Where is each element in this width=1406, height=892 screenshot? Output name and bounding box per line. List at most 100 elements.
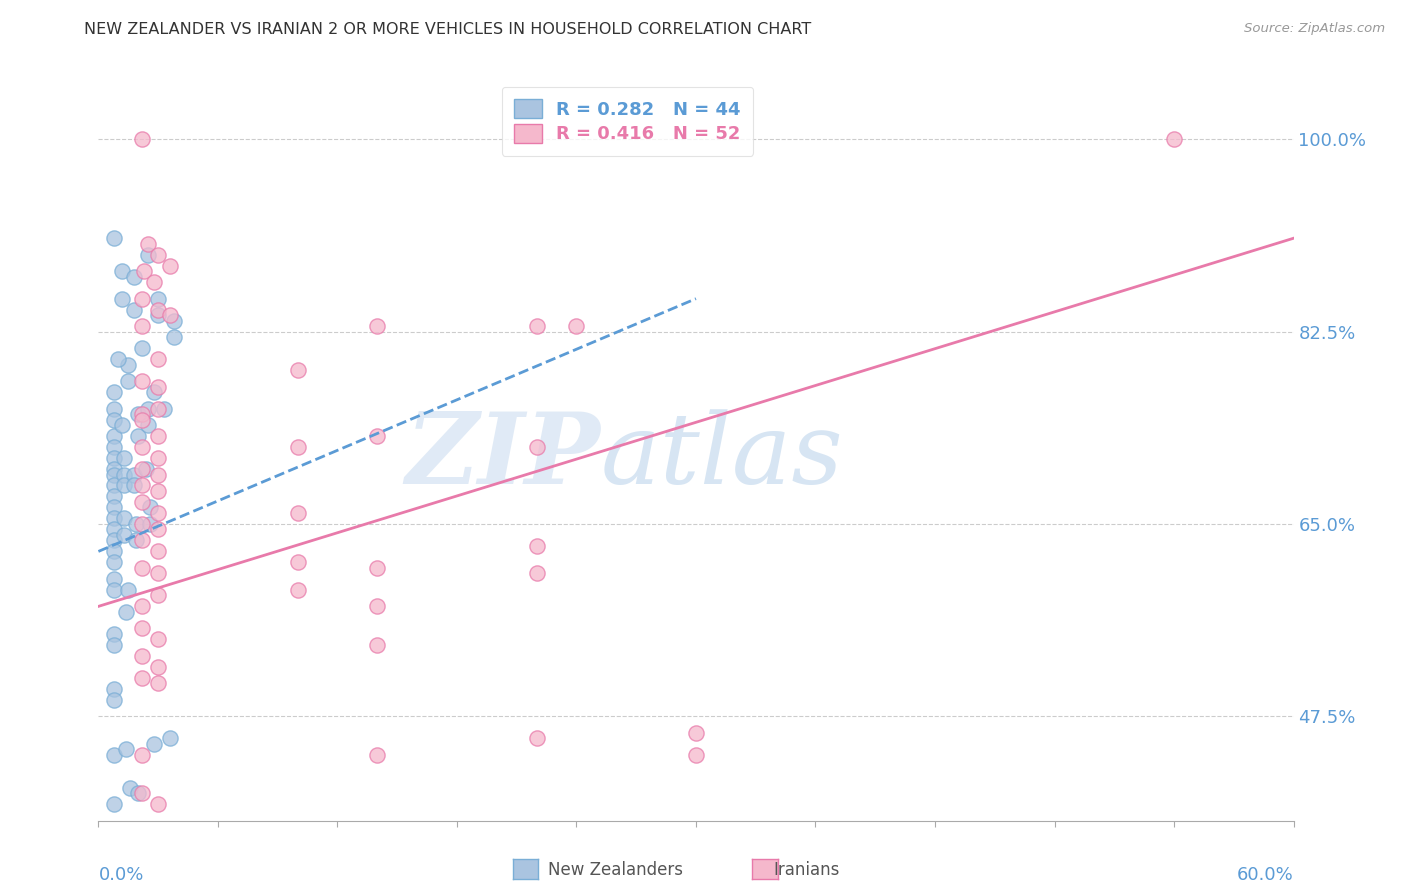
Point bbox=[131, 516, 153, 531]
Point bbox=[287, 582, 309, 597]
Point bbox=[148, 506, 170, 520]
Point bbox=[131, 412, 153, 426]
Point bbox=[131, 495, 153, 509]
Point bbox=[112, 511, 135, 525]
Point bbox=[103, 429, 125, 443]
Point bbox=[103, 747, 125, 762]
Point bbox=[131, 407, 153, 421]
Point bbox=[148, 676, 170, 690]
Point bbox=[103, 490, 125, 504]
Point bbox=[131, 374, 153, 388]
Point bbox=[163, 330, 186, 344]
Point bbox=[112, 478, 135, 492]
Point bbox=[148, 401, 170, 416]
Point bbox=[366, 429, 388, 443]
Point bbox=[103, 692, 125, 706]
Point bbox=[526, 440, 548, 454]
Point bbox=[366, 638, 388, 652]
Point bbox=[565, 319, 588, 334]
Point bbox=[117, 358, 139, 372]
Point bbox=[103, 582, 125, 597]
Point bbox=[103, 401, 125, 416]
Point bbox=[148, 523, 170, 537]
Point bbox=[103, 638, 125, 652]
Point bbox=[103, 231, 125, 245]
Point bbox=[124, 467, 146, 482]
Point bbox=[148, 379, 170, 393]
Point bbox=[125, 516, 148, 531]
Point bbox=[148, 467, 170, 482]
Point bbox=[143, 275, 166, 289]
Point bbox=[125, 533, 148, 548]
Point bbox=[103, 467, 125, 482]
Point bbox=[148, 429, 170, 443]
Point bbox=[131, 319, 153, 334]
Point bbox=[103, 797, 125, 812]
Point bbox=[1163, 132, 1185, 146]
Point bbox=[159, 259, 181, 273]
Point bbox=[103, 556, 125, 570]
Point bbox=[366, 599, 388, 614]
Point bbox=[526, 319, 548, 334]
Text: 60.0%: 60.0% bbox=[1237, 866, 1294, 884]
Point bbox=[103, 462, 125, 476]
Point bbox=[148, 660, 170, 674]
Point bbox=[366, 747, 388, 762]
Point bbox=[148, 632, 170, 647]
Point bbox=[143, 385, 166, 400]
Point bbox=[131, 440, 153, 454]
Point bbox=[366, 561, 388, 575]
Point bbox=[685, 725, 707, 739]
Point bbox=[134, 264, 156, 278]
Point bbox=[131, 786, 153, 800]
Point bbox=[103, 681, 125, 696]
Point bbox=[103, 572, 125, 586]
Point bbox=[112, 528, 135, 542]
Point bbox=[131, 621, 153, 635]
Point bbox=[148, 588, 170, 602]
Point bbox=[685, 747, 707, 762]
Point bbox=[139, 500, 162, 515]
Point bbox=[159, 731, 181, 746]
Point bbox=[287, 363, 309, 377]
Point bbox=[120, 780, 142, 795]
Point bbox=[148, 566, 170, 581]
Point bbox=[115, 605, 138, 619]
Point bbox=[148, 544, 170, 558]
Point bbox=[103, 500, 125, 515]
Point bbox=[111, 418, 134, 433]
Text: Source: ZipAtlas.com: Source: ZipAtlas.com bbox=[1244, 22, 1385, 36]
Point bbox=[103, 385, 125, 400]
Point bbox=[131, 671, 153, 685]
Point bbox=[131, 599, 153, 614]
Point bbox=[131, 462, 153, 476]
Text: 0.0%: 0.0% bbox=[98, 866, 143, 884]
Point bbox=[287, 440, 309, 454]
Text: New Zealanders: New Zealanders bbox=[548, 861, 683, 879]
Point bbox=[131, 533, 153, 548]
Point bbox=[143, 737, 166, 751]
Point bbox=[148, 308, 170, 322]
Point bbox=[135, 462, 157, 476]
Point bbox=[159, 308, 181, 322]
Point bbox=[103, 412, 125, 426]
Point bbox=[103, 440, 125, 454]
Point bbox=[131, 561, 153, 575]
Point bbox=[103, 478, 125, 492]
Point bbox=[103, 450, 125, 465]
Point bbox=[163, 313, 186, 327]
Point bbox=[111, 264, 134, 278]
Point bbox=[526, 566, 548, 581]
Legend: R = 0.282   N = 44, R = 0.416   N = 52: R = 0.282 N = 44, R = 0.416 N = 52 bbox=[502, 87, 754, 156]
Text: atlas: atlas bbox=[600, 409, 844, 504]
Point bbox=[103, 627, 125, 641]
Point bbox=[127, 407, 149, 421]
Point bbox=[287, 506, 309, 520]
Point bbox=[148, 450, 170, 465]
Point bbox=[124, 302, 146, 317]
Point bbox=[107, 352, 129, 367]
Point bbox=[148, 797, 170, 812]
Point bbox=[139, 516, 162, 531]
Point bbox=[124, 478, 146, 492]
Point bbox=[117, 582, 139, 597]
